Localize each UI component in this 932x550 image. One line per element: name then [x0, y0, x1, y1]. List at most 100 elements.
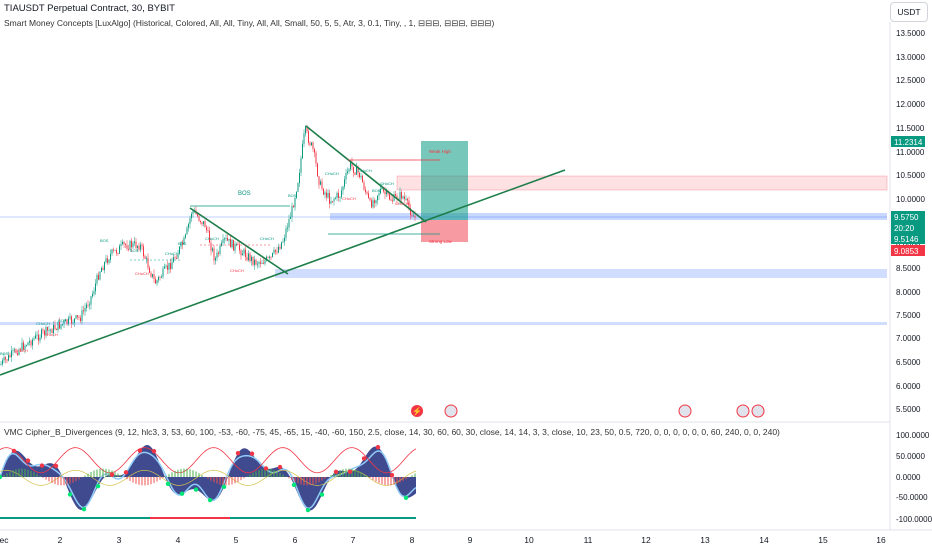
candle-body	[209, 230, 210, 243]
money-flow-bar	[396, 477, 398, 484]
candle-body	[161, 276, 162, 278]
money-flow-bar	[297, 477, 299, 484]
time-tick-label: 3	[117, 535, 122, 545]
price-tick-label: 10.0000	[896, 195, 925, 204]
currency-button[interactable]: USDT	[890, 2, 928, 22]
price-badge-label: 11.2314	[894, 138, 923, 147]
price-tick-label: 12.0000	[896, 100, 925, 109]
candle-body	[171, 262, 173, 270]
candle-body	[114, 249, 116, 251]
oscillator-axis: 100.0000 50.0000 0.0000 -50.0000 -100.0000	[896, 431, 932, 524]
money-flow-bar	[306, 477, 308, 486]
lightning-icon	[411, 405, 423, 417]
candle-body	[345, 172, 347, 180]
money-flow-bar	[3, 475, 5, 477]
candle-body	[242, 253, 243, 256]
candle-body	[206, 227, 207, 231]
candle-body	[18, 349, 20, 355]
time-tick-label: 15	[818, 535, 828, 545]
candle-body	[48, 330, 50, 331]
money-flow-bar	[282, 474, 284, 477]
money-flow-bar	[288, 477, 290, 479]
candle-body	[252, 256, 254, 265]
cross-dot	[207, 497, 213, 503]
money-flow-bar	[225, 477, 227, 486]
candle-body	[95, 283, 96, 292]
candle-body	[324, 192, 326, 195]
cross-dot	[277, 464, 283, 470]
candle-body	[158, 276, 159, 281]
money-flow-bar	[129, 477, 131, 482]
candle-body	[341, 190, 342, 197]
flag-icon	[751, 404, 765, 418]
candle-body	[368, 193, 369, 199]
time-tick-label: 11	[584, 535, 593, 545]
cross-dot	[151, 448, 157, 454]
candle-body	[26, 345, 27, 347]
price-badge-bg	[891, 245, 925, 256]
candle-body	[414, 215, 416, 218]
smc-label: CHoCH	[44, 332, 58, 337]
smc-label: BOS	[178, 241, 187, 246]
candle-body	[116, 249, 117, 254]
candle-body	[24, 345, 26, 350]
cross-dot	[123, 470, 129, 475]
candle-body	[395, 194, 396, 196]
cross-dot	[305, 507, 311, 513]
smc-label: BOS	[130, 248, 139, 253]
candle-body	[168, 262, 170, 270]
candle-body	[90, 296, 92, 305]
cross-dot	[389, 472, 395, 478]
candle-body	[144, 256, 146, 259]
candle-body	[99, 271, 101, 280]
cross-dot	[249, 451, 255, 456]
candle-body	[311, 142, 312, 146]
candle-body	[81, 310, 83, 322]
money-flow-bar	[144, 477, 146, 486]
money-flow-bar	[312, 477, 314, 485]
smc-label: BOS	[58, 318, 67, 323]
candle-body	[69, 316, 71, 319]
money-flow-bar	[174, 470, 176, 477]
candle-body	[230, 239, 231, 248]
price-badge-bg	[891, 136, 925, 147]
candle-body	[300, 158, 302, 173]
candle-body	[0, 364, 2, 365]
money-flow-bar	[222, 477, 224, 486]
money-flow-bar	[156, 477, 158, 482]
smc-label: CHoCH	[325, 171, 339, 176]
time-tick-label: 5	[234, 535, 239, 545]
money-flow-bar	[276, 471, 278, 477]
candle-body	[351, 162, 353, 167]
candle-body	[153, 274, 155, 279]
candle-body	[356, 166, 357, 175]
money-flow-bar	[246, 476, 248, 477]
candle-body	[39, 337, 41, 341]
money-flow-bar	[96, 469, 98, 477]
candle-body	[110, 253, 111, 260]
cross-dot	[109, 472, 115, 477]
candle-body	[224, 238, 225, 240]
candle-body	[372, 200, 374, 208]
candle-body	[149, 267, 150, 273]
vmc-indicator-legend[interactable]: VMC Cipher_B_Divergences (9, 12, hlc3, 3…	[4, 427, 780, 437]
money-flow-bar	[90, 471, 92, 477]
candle-body	[323, 188, 324, 195]
smc-indicator-legend[interactable]: Smart Money Concepts [LuxAlgo] (Historic…	[4, 18, 495, 28]
money-flow-bar	[36, 473, 38, 477]
candle-body	[359, 172, 360, 178]
candle-body	[129, 240, 131, 250]
candle-body	[393, 194, 395, 202]
smc-small-labels: BOS CHoCH CHoCH BOS CHoCH BOS BOS CHoCH CHoCH BOS…	[0, 168, 409, 356]
money-flow-bar	[102, 468, 104, 477]
price-badge-bg	[891, 222, 925, 233]
candle-body	[75, 315, 77, 319]
money-flow-bar	[315, 477, 317, 484]
candle-body	[9, 355, 11, 358]
money-flow-bar	[399, 477, 401, 483]
candle-body	[299, 172, 300, 183]
money-flow-bar	[135, 477, 137, 484]
candle-body	[269, 256, 270, 258]
money-flow-bar	[165, 475, 167, 477]
